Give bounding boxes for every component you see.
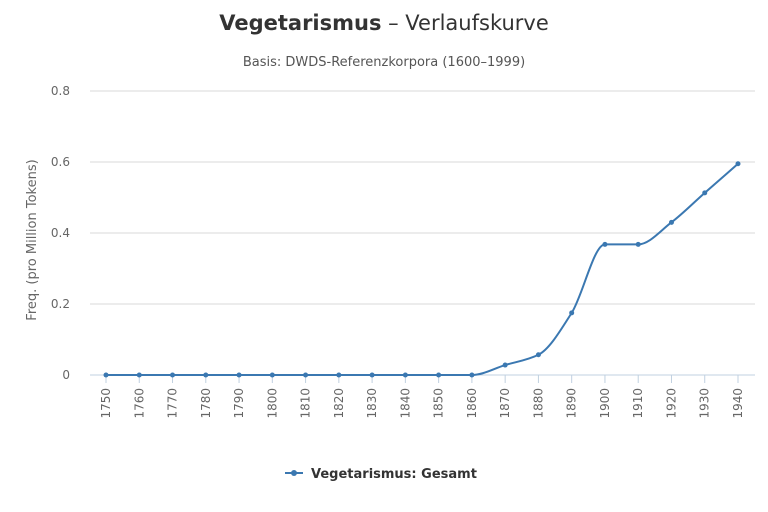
legend-dot-marker xyxy=(291,470,297,476)
y-tick-label: 0 xyxy=(62,368,70,382)
x-axis-ticks: 1750 1760 1770 1780 1790 1800 1810 1820 1830 1840… xyxy=(99,375,745,419)
data-point[interactable] xyxy=(502,362,508,368)
x-tick-label: 1820 xyxy=(332,388,346,419)
data-point[interactable] xyxy=(236,372,242,378)
x-tick-label: 1810 xyxy=(299,388,313,419)
x-tick-label: 1920 xyxy=(664,388,678,419)
grid-lines xyxy=(90,90,755,376)
x-tick-label: 1800 xyxy=(265,388,279,419)
data-point[interactable] xyxy=(203,372,209,378)
y-tick-label: 0.8 xyxy=(51,84,70,98)
x-tick-label: 1850 xyxy=(432,388,446,419)
data-point[interactable] xyxy=(702,190,708,196)
y-axis-label: Freq. (pro Million Tokens) xyxy=(25,159,40,320)
data-point[interactable] xyxy=(668,219,674,225)
x-tick-label: 1930 xyxy=(698,388,712,419)
y-axis-ticks: 0 0.2 0.4 0.6 0.8 xyxy=(51,84,70,382)
x-tick-label: 1890 xyxy=(565,388,579,419)
series-line xyxy=(106,163,739,376)
x-tick-label: 1780 xyxy=(199,388,213,419)
y-tick-label: 0.4 xyxy=(51,226,70,240)
data-point[interactable] xyxy=(369,372,375,378)
data-point[interactable] xyxy=(469,372,475,378)
x-tick-label: 1910 xyxy=(631,388,645,419)
legend[interactable]: Vegetarismus: Gesamt xyxy=(285,467,477,482)
x-tick-label: 1940 xyxy=(731,388,745,419)
data-point[interactable] xyxy=(103,372,109,378)
data-point[interactable] xyxy=(336,372,342,378)
data-point[interactable] xyxy=(436,372,442,378)
x-tick-label: 1790 xyxy=(232,388,246,419)
series-layer xyxy=(103,161,741,378)
x-tick-label: 1870 xyxy=(498,388,512,419)
data-point[interactable] xyxy=(269,372,275,378)
data-point[interactable] xyxy=(136,372,142,378)
data-point[interactable] xyxy=(569,310,575,316)
x-tick-label: 1830 xyxy=(365,388,379,419)
data-point[interactable] xyxy=(735,161,741,167)
data-point[interactable] xyxy=(635,241,641,247)
x-tick-label: 1750 xyxy=(99,388,113,419)
x-tick-label: 1840 xyxy=(398,388,412,419)
x-tick-label: 1760 xyxy=(132,388,146,419)
data-point[interactable] xyxy=(535,352,541,358)
x-tick-label: 1770 xyxy=(166,388,180,419)
data-point[interactable] xyxy=(303,372,309,378)
y-tick-label: 0.6 xyxy=(51,155,70,169)
x-tick-label: 1880 xyxy=(531,388,545,419)
data-point[interactable] xyxy=(402,372,408,378)
chart-subtitle: Basis: DWDS-Referenzkorpora (1600–1999) xyxy=(243,55,525,70)
y-tick-label: 0.2 xyxy=(51,297,70,311)
chart-title: Vegetarismus – Verlaufskurve xyxy=(219,11,549,35)
x-tick-label: 1860 xyxy=(465,388,479,419)
legend-label: Vegetarismus: Gesamt xyxy=(311,467,477,482)
data-point[interactable] xyxy=(170,372,176,378)
x-tick-label: 1900 xyxy=(598,388,612,419)
data-point[interactable] xyxy=(602,241,608,247)
